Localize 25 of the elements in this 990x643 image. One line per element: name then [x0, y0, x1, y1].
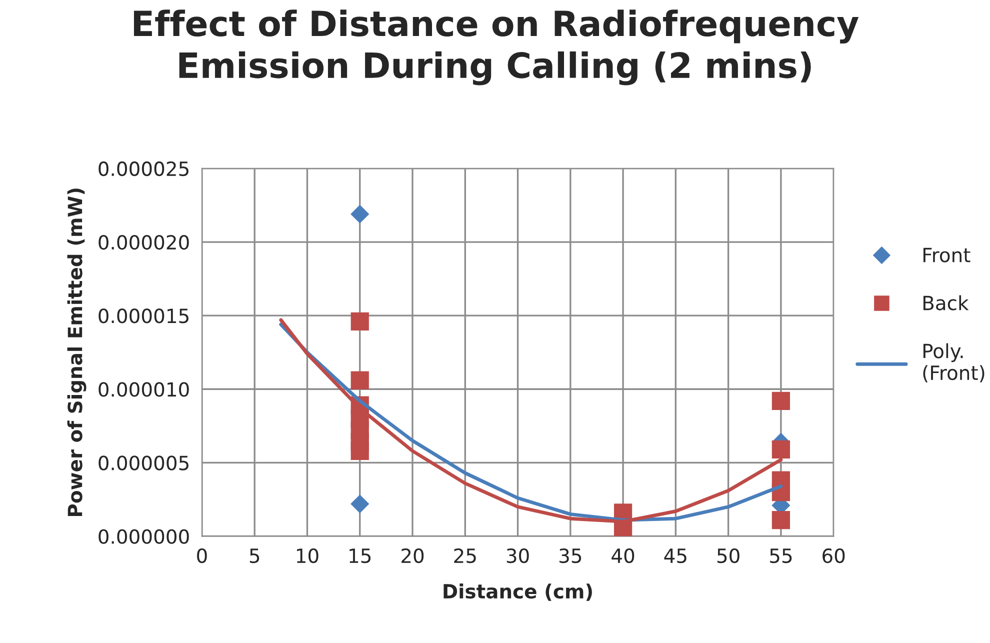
y-tick-label: 0.000010 — [98, 382, 189, 397]
legend-label: Poly. (Front) — [923, 343, 984, 382]
x-tick-label: 60 — [822, 548, 845, 564]
chart-title: Effect of Distance on Radiofrequency Emission During Calling (2 mins) — [134, 10, 859, 86]
x-tick-label: 55 — [770, 548, 792, 564]
y-axis-title: Power of Signal Emitted (mW) — [67, 188, 86, 516]
x-tick-label: 50 — [717, 548, 740, 564]
y-tick-label: 0.000025 — [98, 161, 188, 176]
x-tick-label: 30 — [506, 548, 529, 564]
x-tick-label: 10 — [296, 548, 318, 564]
x-tick-label: 35 — [560, 548, 582, 564]
x-tick-label: 5 — [250, 548, 260, 564]
x-tick-label: 15 — [350, 548, 371, 564]
y-tick-label: 0.000005 — [98, 456, 188, 470]
x-tick-label: 20 — [402, 548, 424, 564]
x-tick-label: 25 — [454, 548, 476, 564]
y-tick-label: 0.000020 — [98, 234, 189, 250]
legend-label: Back — [923, 295, 969, 310]
legend-label: Front — [923, 248, 970, 262]
y-tick-label: 0.000000 — [98, 529, 189, 544]
y-tick-label: 0.000015 — [98, 308, 188, 324]
x-axis-title: Distance (cm) — [444, 584, 592, 601]
x-tick-label: 0 — [197, 548, 207, 564]
x-tick-label: 45 — [664, 548, 686, 564]
x-tick-label: 40 — [612, 548, 634, 564]
